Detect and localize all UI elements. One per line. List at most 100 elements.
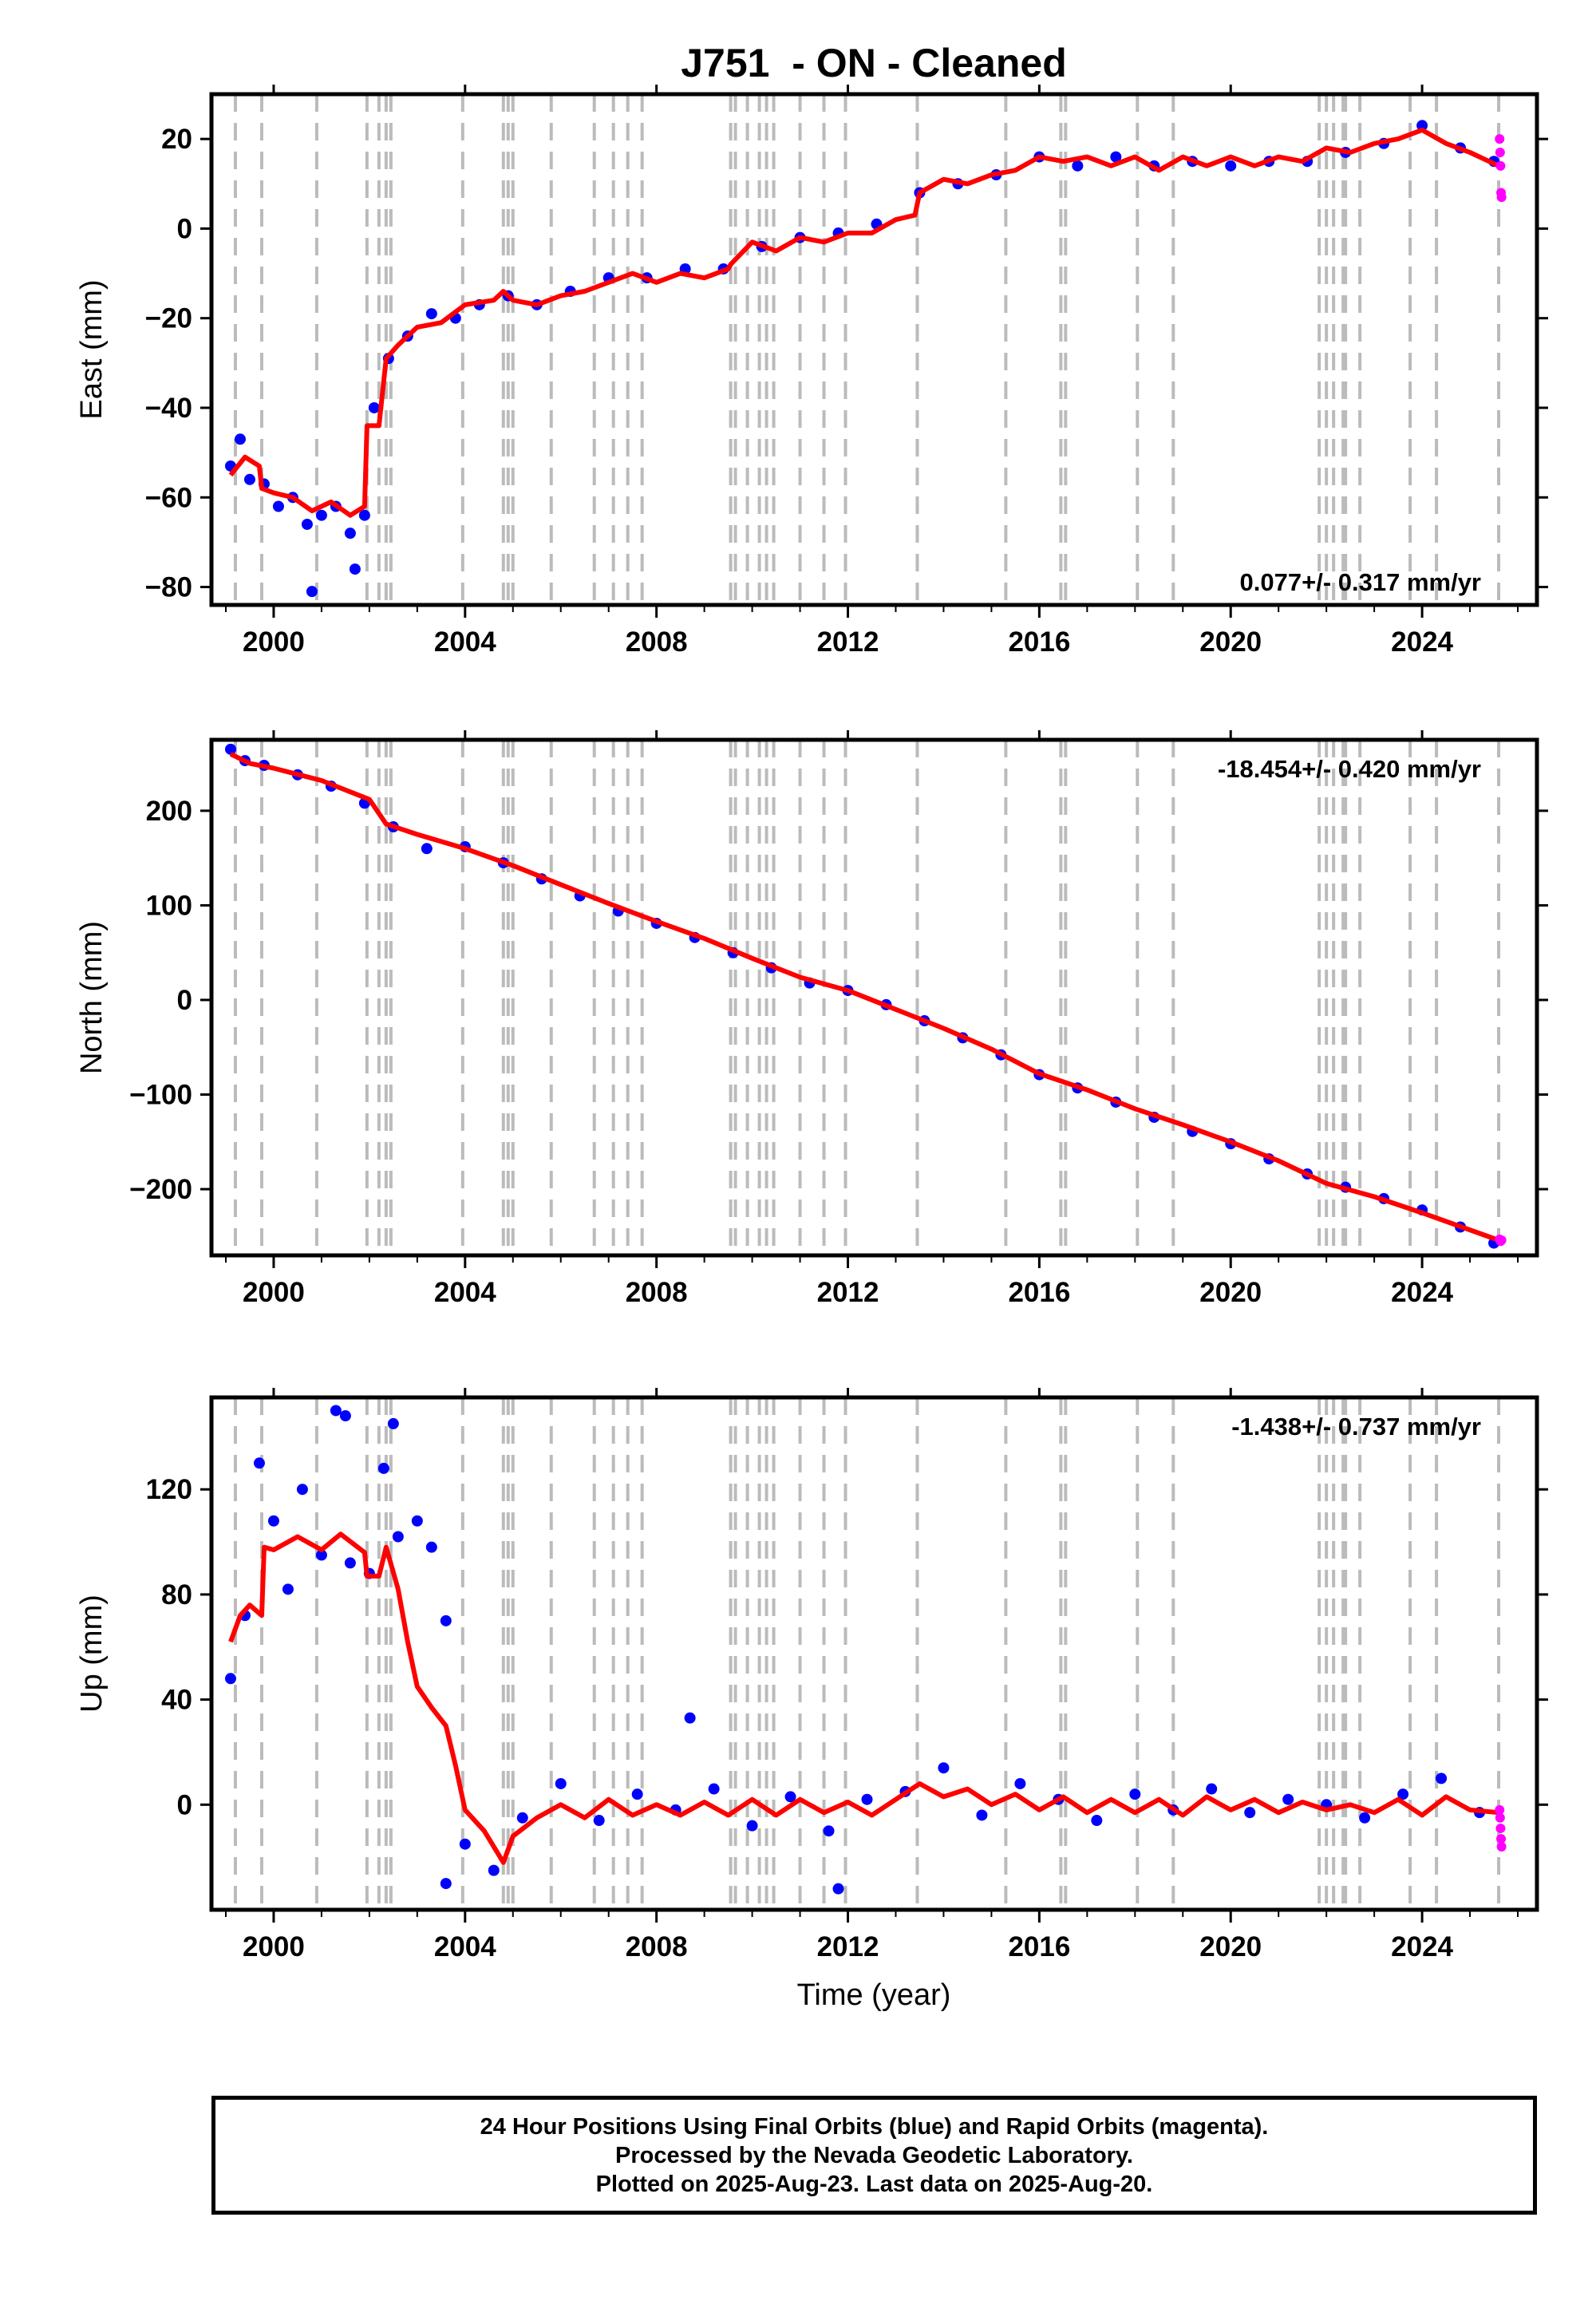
final-orbit-point [358, 509, 370, 521]
final-orbit-point [1091, 1815, 1103, 1827]
final-orbit-point [339, 1410, 351, 1422]
final-orbit-point [296, 1484, 308, 1496]
final-orbit-point [746, 1820, 758, 1832]
x-tick-label: 2004 [434, 626, 496, 658]
final-orbit-point [301, 518, 313, 530]
final-orbit-point [1359, 1812, 1371, 1824]
x-tick-label: 2024 [1391, 1277, 1453, 1308]
final-orbit-point [684, 1712, 696, 1724]
final-orbit-point [784, 1791, 796, 1803]
processing-info-box: 24 Hour Positions Using Final Orbits (bl… [211, 2096, 1537, 2215]
x-tick-label: 2024 [1391, 626, 1453, 658]
final-orbit-point [315, 509, 327, 521]
x-tick-label: 2012 [817, 1931, 879, 1962]
footer-line-processor: Processed by the Nevada Geodetic Laborat… [615, 2142, 1133, 2168]
final-orbit-point [488, 1864, 500, 1876]
up-plot-area [224, 1397, 1507, 1910]
x-tick-label: 2012 [817, 626, 879, 658]
final-orbit-point [267, 1515, 279, 1527]
final-orbit-point [1397, 1788, 1409, 1800]
y-tick-label: 40 [161, 1685, 192, 1716]
x-tick-label: 2000 [243, 626, 305, 658]
final-orbit-point [253, 1457, 265, 1469]
final-orbit-point [392, 1531, 404, 1543]
rapid-orbit-point [1495, 147, 1505, 157]
model-curve [228, 1531, 1499, 1865]
north-frame [209, 737, 1539, 1258]
east-rate-label: 0.077+/- 0.317 mm/yr [1240, 568, 1481, 596]
final-orbit-point [344, 1557, 356, 1569]
rapid-orbit-point [1495, 160, 1506, 171]
final-orbit-point [1110, 151, 1122, 163]
x-tick-label: 2020 [1199, 626, 1262, 658]
y-tick-label: 0 [177, 1789, 192, 1820]
x-tick-label: 2012 [817, 1277, 879, 1308]
final-orbit-point [938, 1762, 950, 1774]
final-orbit-point [459, 1838, 471, 1850]
north-rate-label: -18.454+/- 0.420 mm/yr [1218, 755, 1481, 783]
final-orbit-point [315, 1549, 327, 1561]
final-orbit-point [1416, 120, 1428, 132]
final-orbit-point [440, 1878, 452, 1890]
final-orbit-point [1282, 1793, 1294, 1805]
x-tick-label: 2020 [1199, 1931, 1262, 1962]
up-rate-label: -1.438+/- 0.737 mm/yr [1231, 1413, 1481, 1441]
final-orbit-point [861, 1793, 873, 1805]
final-orbit-point [387, 1417, 399, 1429]
rapid-orbit-point [1495, 1823, 1506, 1833]
y-tick-label: −100 [129, 1079, 192, 1110]
east-y-axis-label: East (mm) [75, 279, 109, 419]
north-panel: −200 −100 0 100 200 2000 2004 2008 2012 2016 2020 2… [75, 730, 1548, 1308]
final-orbit-point [516, 1812, 528, 1824]
x-tick-label: 2004 [434, 1277, 496, 1308]
final-orbit-point [593, 1815, 605, 1827]
rapid-orbit-point [1496, 1841, 1507, 1852]
rapid-orbit-point [1496, 1834, 1507, 1844]
final-orbit-point [224, 743, 236, 755]
final-orbit-point [344, 528, 356, 539]
rapid-orbit-point [1495, 134, 1505, 144]
rapid-orbit-point [1496, 1235, 1507, 1246]
final-orbit-point [272, 500, 284, 512]
final-orbit-point [1436, 1773, 1448, 1784]
x-tick-label: 2008 [626, 626, 688, 658]
final-orbit-point [234, 433, 246, 445]
x-tick-label: 2016 [1008, 626, 1070, 658]
final-orbit-point [224, 1673, 236, 1685]
north-y-axis-label: North (mm) [75, 921, 109, 1074]
final-orbit-point [1225, 160, 1237, 172]
footer-line-dates: Plotted on 2025-Aug-23. Last data on 202… [595, 2171, 1153, 2197]
footer-line-orbits: 24 Hour Positions Using Final Orbits (bl… [480, 2113, 1269, 2140]
final-orbit-point [243, 473, 255, 485]
model-curve [229, 752, 1500, 1243]
final-orbit-point [349, 563, 361, 575]
y-tick-label: −80 [145, 572, 192, 603]
final-orbit-point [306, 586, 318, 598]
y-tick-label: −200 [129, 1174, 192, 1205]
rapid-orbit-point [1495, 1812, 1505, 1823]
up-frame [209, 1395, 1539, 1912]
x-tick-label: 2008 [626, 1277, 688, 1308]
final-orbit-point [631, 1788, 643, 1800]
x-axis-label: Time (year) [797, 1978, 951, 2012]
x-tick-label: 2008 [626, 1931, 688, 1962]
y-tick-label: 100 [146, 890, 192, 921]
x-tick-label: 2016 [1008, 1277, 1070, 1308]
final-orbit-point [425, 308, 437, 320]
rapid-orbit-point [1495, 1804, 1505, 1815]
final-orbit-point [1072, 160, 1084, 172]
final-orbit-point [976, 1809, 988, 1821]
east-frame [209, 92, 1539, 607]
final-orbit-point [425, 1541, 437, 1553]
rapid-orbit-point [1496, 192, 1507, 203]
y-tick-label: −60 [145, 482, 192, 513]
model-curve [228, 127, 1500, 518]
chart-title: J751 - ON - Cleaned [681, 41, 1067, 85]
east-plot-area [224, 94, 1507, 605]
north-plot-area [224, 740, 1507, 1255]
final-orbit-point [555, 1777, 567, 1789]
final-orbit-point [832, 1883, 844, 1895]
y-tick-label: −40 [145, 393, 192, 424]
final-orbit-point [368, 401, 380, 413]
